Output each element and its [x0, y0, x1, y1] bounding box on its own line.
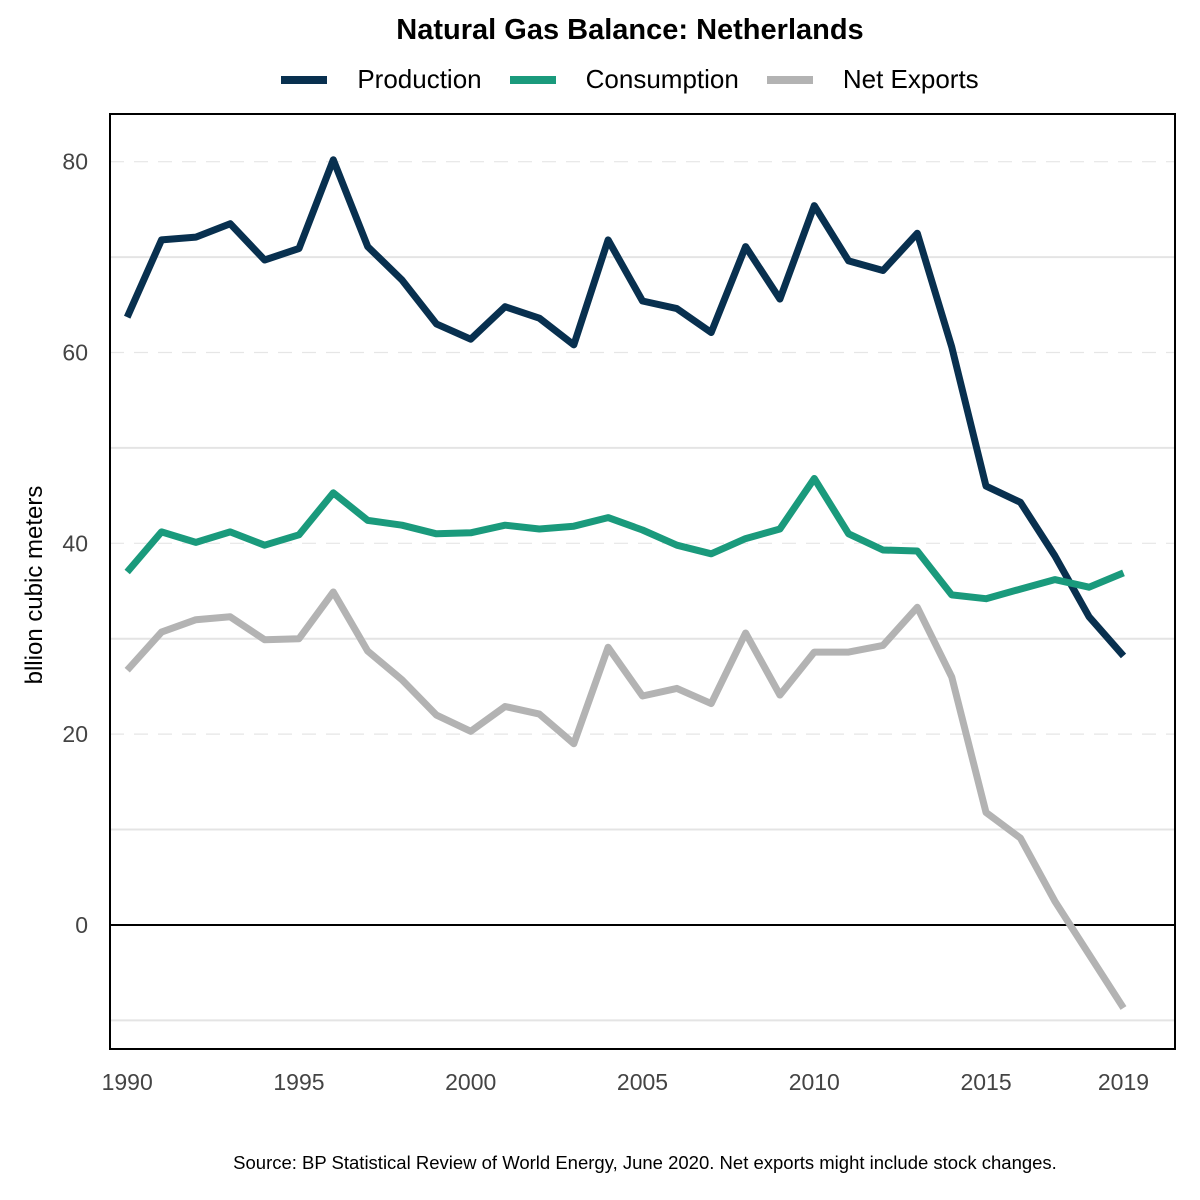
- y-tick-label: 0: [75, 912, 88, 938]
- legend-swatch-production: [281, 75, 328, 84]
- x-axis-ticks: 1990 1995 2000 2005 2010 2015 2019: [102, 1069, 1149, 1095]
- y-axis-ticks: 0 20 40 60 80: [62, 149, 88, 938]
- legend-swatch-consumption: [509, 75, 556, 84]
- legend-label-net-exports: Net Exports: [842, 64, 979, 94]
- series-line-production: [124, 156, 1127, 659]
- legend-swatch-net-exports: [766, 75, 813, 84]
- x-tick-label: 1990: [102, 1069, 153, 1095]
- legend-item-consumption: Consumption: [509, 64, 739, 95]
- y-axis-label: bllion cubic meters: [21, 486, 48, 685]
- chart-title: Natural Gas Balance: Netherlands: [396, 14, 864, 46]
- grid-lines: [110, 161, 1175, 1022]
- series-line-consumption: [124, 475, 1125, 603]
- x-tick-label: 2019: [1098, 1069, 1149, 1095]
- legend-label-consumption: Consumption: [585, 64, 739, 94]
- x-tick-label: 2005: [617, 1069, 668, 1095]
- y-tick-label: 40: [62, 530, 88, 556]
- source-note: Source: BP Statistical Review of World E…: [233, 1152, 1057, 1173]
- x-tick-label: 1995: [273, 1069, 324, 1095]
- series-line-net-exports: [124, 588, 1127, 1010]
- series-lines: [124, 156, 1127, 1010]
- legend-label-production: Production: [357, 64, 482, 94]
- y-tick-label: 20: [62, 721, 88, 747]
- x-tick-label: 2010: [789, 1069, 840, 1095]
- y-tick-label: 60: [62, 340, 88, 366]
- y-tick-label: 80: [62, 149, 88, 175]
- legend-item-net-exports: Net Exports: [766, 64, 979, 95]
- legend-item-production: Production: [281, 64, 482, 95]
- x-tick-label: 2015: [960, 1069, 1011, 1095]
- legend: Production Consumption Net Exports: [0, 64, 1200, 95]
- x-tick-label: 2000: [445, 1069, 496, 1095]
- plot-border: [109, 113, 1176, 1050]
